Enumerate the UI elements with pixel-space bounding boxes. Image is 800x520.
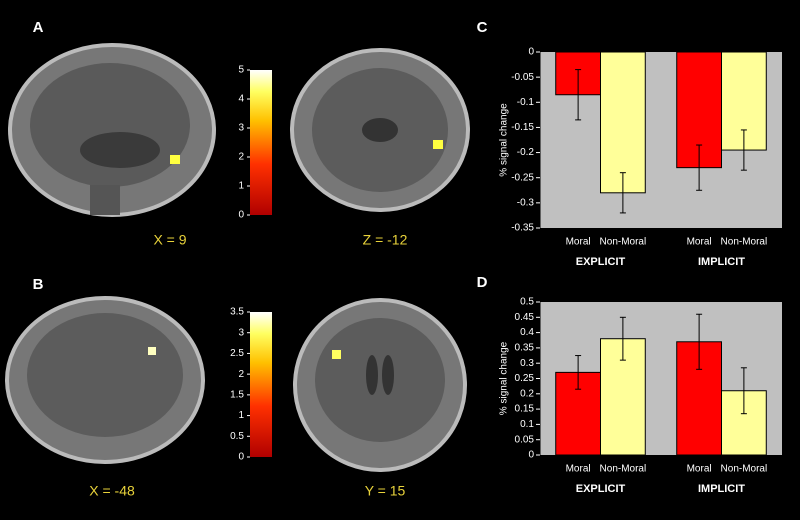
colorbar-tick-label: 1.5 xyxy=(230,389,244,400)
slice-coordinate: X = -48 xyxy=(89,483,135,499)
colorbar xyxy=(250,70,272,215)
bar-label: Non-Moral xyxy=(600,237,647,248)
y-tick-label: -0.2 xyxy=(517,147,535,158)
colorbar xyxy=(250,312,272,457)
colorbar-tick-label: 0 xyxy=(238,452,244,463)
bar-label: Non-Moral xyxy=(600,464,647,475)
y-tick-label: 0.35 xyxy=(515,343,535,354)
bar xyxy=(600,51,646,194)
colorbar-tick-label: 1 xyxy=(238,410,244,421)
colorbar-tick-label: 2.5 xyxy=(230,348,244,359)
bar-label: Moral xyxy=(566,237,591,248)
coronal-brain-b xyxy=(293,298,467,472)
axial-brain-a xyxy=(290,48,470,212)
y-tick-label: 0.45 xyxy=(515,312,535,323)
group-label: IMPLICIT xyxy=(698,256,745,268)
y-axis-label: % signal change xyxy=(499,341,510,415)
y-tick-label: -0.05 xyxy=(511,72,534,83)
y-tick-label: -0.1 xyxy=(517,97,535,108)
colorbar-tick-label: 4 xyxy=(238,94,244,105)
y-tick-label: 0 xyxy=(528,450,534,461)
y-tick-label: -0.35 xyxy=(511,223,534,234)
y-tick-label: 0.15 xyxy=(515,404,535,415)
panel-label: D xyxy=(477,274,488,291)
group-label: EXPLICIT xyxy=(576,256,626,268)
bar-label: Moral xyxy=(687,237,712,248)
y-tick-label: 0.25 xyxy=(515,373,535,384)
colorbar-tick-label: 1 xyxy=(238,181,244,192)
panel-label: B xyxy=(33,276,44,293)
y-tick-label: 0.05 xyxy=(515,434,535,445)
y-tick-label: -0.25 xyxy=(511,172,534,183)
colorbar-tick-label: 3 xyxy=(238,327,244,338)
slice-coordinate: Z = -12 xyxy=(363,232,408,248)
colorbar-tick-label: 3.5 xyxy=(230,307,244,318)
y-tick-label: 0 xyxy=(528,47,534,58)
y-tick-label: 0.5 xyxy=(520,297,534,308)
group-label: EXPLICIT xyxy=(576,483,626,495)
colorbar-tick-label: 2 xyxy=(238,152,244,163)
colorbar-tick-label: 3 xyxy=(238,123,244,134)
slice-coordinate: X = 9 xyxy=(153,232,186,248)
group-label: IMPLICIT xyxy=(698,483,745,495)
colorbar-tick-label: 0.5 xyxy=(230,431,244,442)
bar-label: Non-Moral xyxy=(721,464,768,475)
colorbar-tick-label: 0 xyxy=(238,210,244,221)
y-tick-label: 0.1 xyxy=(520,419,534,430)
bar-label: Moral xyxy=(566,464,591,475)
sagittal-brain-a xyxy=(8,43,216,217)
slice-coordinate: Y = 15 xyxy=(365,483,406,499)
y-tick-label: 0.2 xyxy=(520,388,534,399)
panel-label: A xyxy=(33,19,44,36)
y-axis-label: % signal change xyxy=(499,103,510,177)
sagittal-brain-b xyxy=(5,296,205,464)
colorbar-tick-label: 2 xyxy=(238,369,244,380)
y-tick-label: -0.15 xyxy=(511,122,534,133)
bar-label: Moral xyxy=(687,464,712,475)
colorbar-tick-label: 5 xyxy=(238,65,244,76)
y-tick-label: 0.3 xyxy=(520,358,534,369)
y-tick-label: 0.4 xyxy=(520,327,534,338)
y-tick-label: -0.3 xyxy=(517,197,535,208)
bar-label: Non-Moral xyxy=(721,237,768,248)
panel-label: C xyxy=(477,19,488,36)
